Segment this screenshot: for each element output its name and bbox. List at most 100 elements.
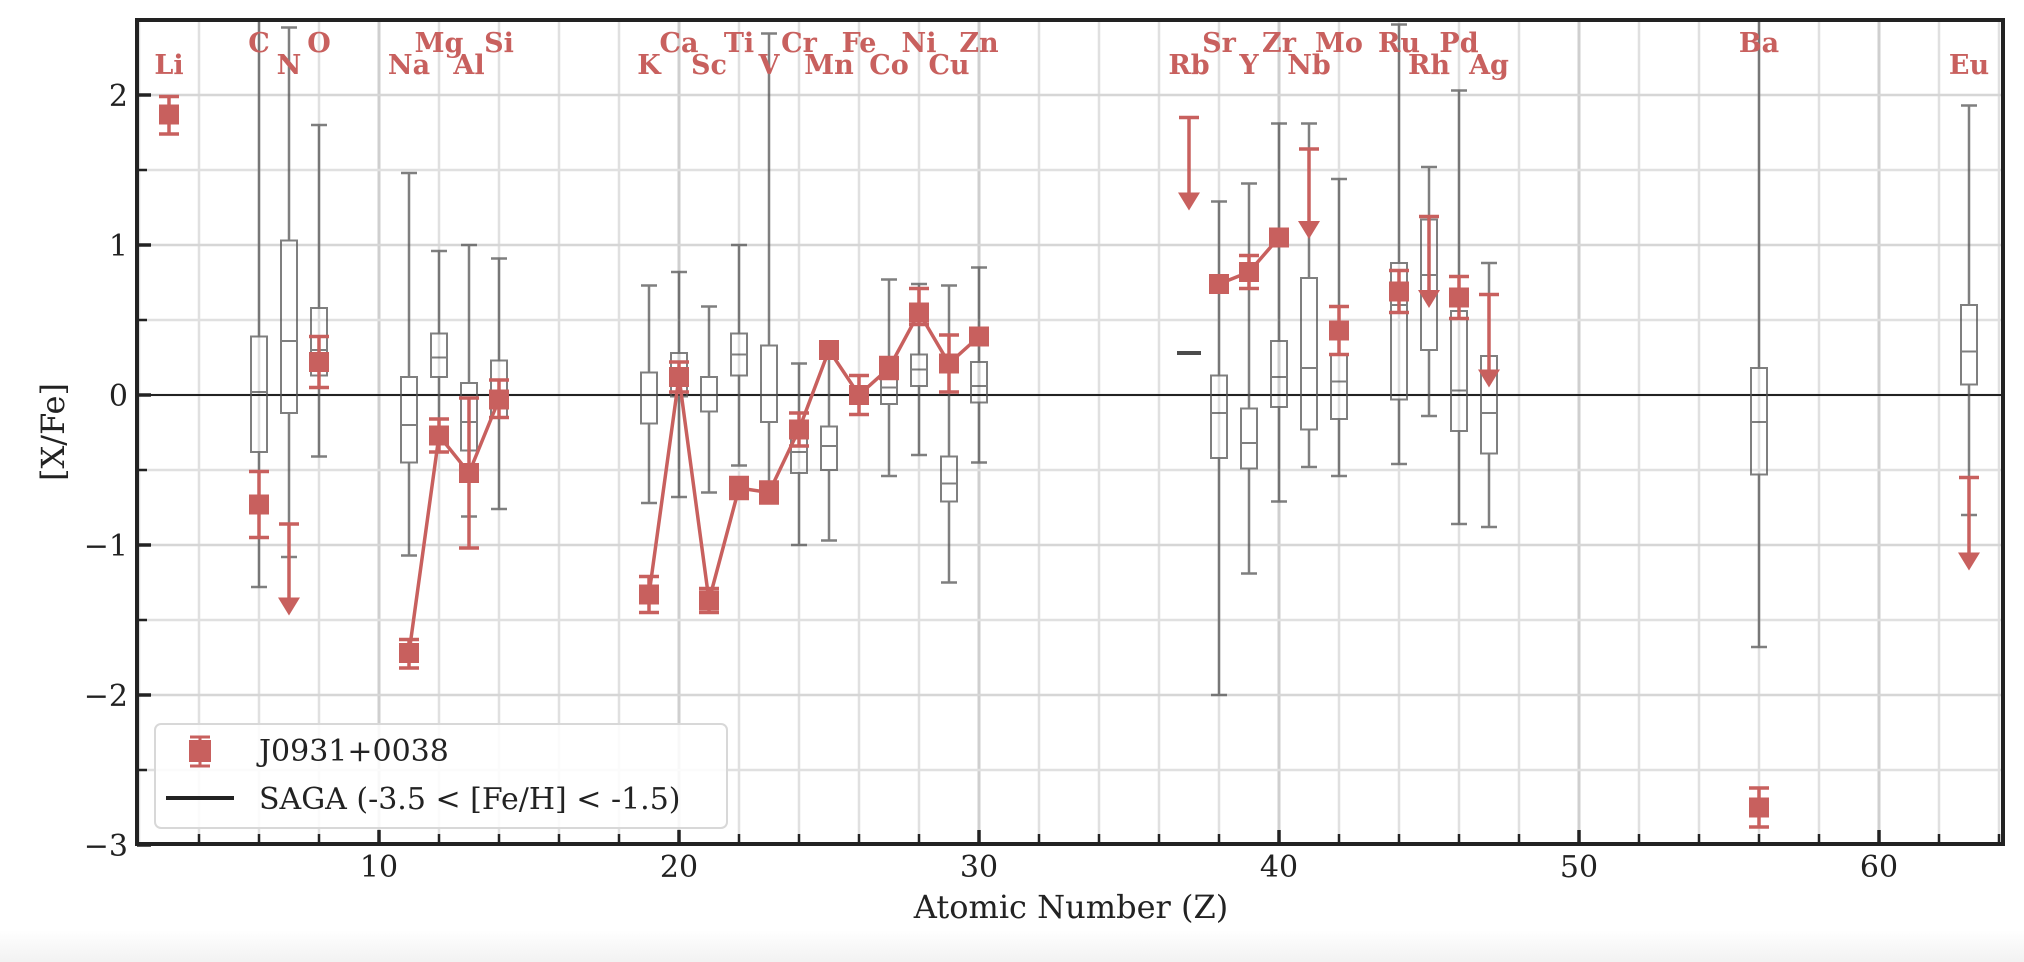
upper-limit-rb [1178,115,1200,211]
element-label-ba: Ba [1739,28,1779,59]
x-tick-label: 50 [1560,850,1598,885]
star-point-k [639,574,659,615]
saga-box-n [280,26,298,559]
element-label-v: V [758,50,781,81]
star-point-ru [1389,268,1409,315]
saga-box-mn [820,348,838,542]
element-label-na: Na [388,50,430,81]
element-label-cr: Cr [781,28,817,59]
square-marker-icon [969,326,989,347]
square-marker-icon [639,584,659,605]
down-arrow-icon [278,597,300,616]
upper-limit-ag [1478,292,1500,388]
element-label-n: N [277,50,302,81]
square-marker-icon [729,478,749,498]
square-marker-icon [849,385,869,405]
element-label-nb: Nb [1287,50,1331,81]
y-tick-label: −3 [84,829,128,864]
star-point-mn [819,340,839,360]
saga-box-na [400,171,418,557]
element-label-rh: Rh [1408,50,1450,81]
saga-iqr-box [400,376,418,464]
upper-limit-eu [1958,475,1980,571]
square-marker-icon [939,353,959,374]
element-label-c: C [248,28,270,59]
x-tick-label: 30 [960,850,998,885]
y-tick-label: −1 [84,529,128,564]
square-marker-icon [909,302,929,323]
square-marker-icon [789,419,809,440]
square-marker-icon [159,104,179,125]
star-point-co [879,355,899,381]
saga-box-zr [1270,122,1288,503]
tick-labels: 10 20 30 40 50 60 −3 −2 −1 0 1 2 [84,79,1898,885]
down-arrow-icon [1298,221,1320,239]
square-marker-icon [1239,262,1259,282]
legend-star-label: J0931+0038 [256,734,449,769]
saga-iqr-box [1210,374,1228,459]
saga-boxplots [250,18,1978,697]
legend: J0931+0038 SAGA (-3.5 < [Fe/H] < -1.5) [154,723,728,829]
axes [135,18,2005,847]
saga-iqr-box [1390,262,1408,401]
element-label-li: Li [154,50,183,81]
square-marker-icon [669,367,689,387]
down-arrow-icon [1478,369,1500,388]
element-label-cu: Cu [928,50,969,81]
element-label-si: Si [484,28,514,59]
square-marker-icon [819,340,839,360]
saga-iqr-box [970,361,988,404]
element-label-mn: Mn [804,50,854,81]
element-label-k: K [637,50,662,81]
square-marker-icon [309,352,329,372]
legend-saga-label: SAGA (-3.5 < [Fe/H] < -1.5) [259,782,681,817]
saga-iqr-box [250,335,268,453]
saga-box-v [760,32,778,502]
legend-frame [154,723,728,829]
plot-frame [135,18,2005,846]
element-label-ag: Ag [1468,50,1509,81]
x-tick-label: 20 [660,850,698,885]
down-arrow-icon [1418,290,1440,308]
saga-box-o [310,123,328,458]
element-label-o: O [307,28,331,59]
square-marker-icon [459,463,479,483]
saga-box-pd [1450,89,1468,526]
saga-iqr-box [760,344,778,423]
bottom-fade [0,930,2024,962]
star-point-o [309,334,329,390]
element-label-ru: Ru [1378,28,1420,59]
y-tick-label: 0 [109,379,128,414]
saga-iqr-box [880,377,898,405]
square-marker-icon [1389,281,1409,302]
star-point-cr [789,411,809,448]
saga-box-co [880,278,898,478]
saga-iqr-box [1270,340,1288,408]
element-label-pd: Pd [1439,28,1478,59]
upper-limit-n [278,522,300,616]
saga-iqr-box [1960,304,1978,386]
saga-box-eu [1960,104,1978,517]
x-tick-label: 40 [1260,850,1298,885]
star-point-ca [669,360,689,394]
saga-box-sc [700,305,718,494]
star-point-sr [1209,274,1229,294]
x-tick-label: 10 [360,850,398,885]
star-point-fe [849,373,869,417]
star-point-si [489,378,509,420]
star-upper-limits [278,115,1980,616]
square-marker-icon [1329,320,1349,341]
saga-box-ru [1390,23,1408,466]
saga-iqr-box [640,371,658,425]
element-label-al: Al [452,50,484,81]
star-point-mg [429,417,449,454]
y-tick-label: −2 [84,679,128,714]
star-point-ni [909,286,929,327]
element-label-fe: Fe [842,28,877,59]
saga-iqr-box [940,455,958,503]
upper-limit-rh [1418,214,1440,308]
square-marker-icon [1209,274,1229,294]
element-label-eu: Eu [1949,50,1989,81]
star-point-cu [939,333,959,394]
